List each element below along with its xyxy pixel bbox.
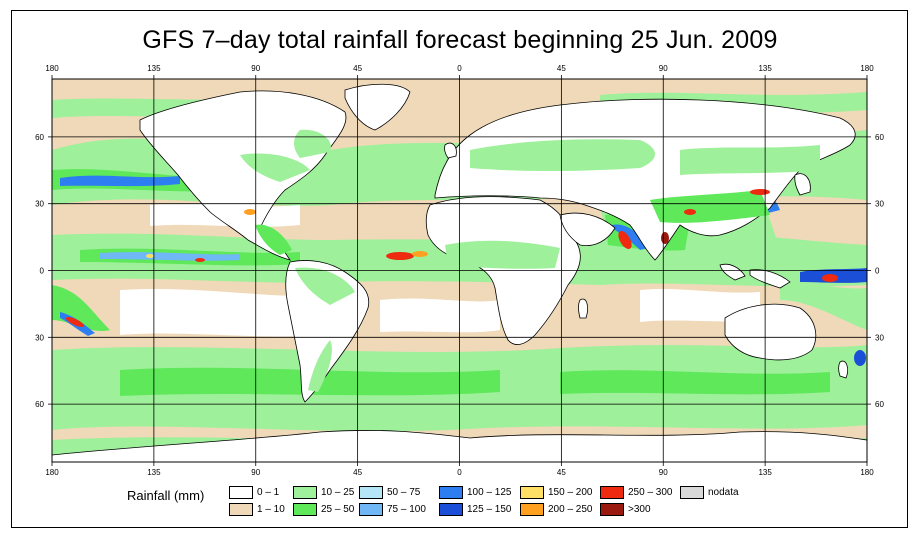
- legend-item: 25 – 50: [293, 502, 354, 516]
- legend-label: >300: [628, 503, 651, 515]
- legend-label: 0 – 1: [257, 486, 280, 498]
- legend-swatch: [520, 485, 544, 499]
- lat-label-right: 0: [875, 267, 880, 276]
- lon-label-top: 90: [659, 64, 668, 73]
- heavy-rain-cells: [65, 189, 866, 366]
- lon-label-bottom: 135: [758, 468, 772, 477]
- legend-label: 200 – 250: [548, 503, 593, 515]
- legend-label: 125 – 150: [467, 503, 512, 515]
- legend-label: 25 – 50: [321, 503, 355, 515]
- map-title: GFS 7–day total rainfall forecast beginn…: [142, 26, 778, 54]
- lon-label-top: 90: [251, 64, 260, 73]
- lon-label-top: 180: [45, 64, 59, 73]
- lon-label-bottom: 135: [147, 468, 161, 477]
- lat-label-right: 60: [875, 400, 884, 409]
- legend-swatch: [359, 502, 383, 516]
- lon-label-bottom: 90: [251, 468, 260, 477]
- legend: Rainfall (mm) 0 – 1 1 – 10 10 – 25 25 – 50 5…: [0, 480, 920, 520]
- legend-label: 50 – 75: [387, 486, 421, 498]
- lon-label-top: 0: [457, 64, 462, 73]
- legend-swatch: [229, 485, 253, 499]
- lon-label-bottom: 90: [659, 468, 668, 477]
- legend-swatch: [600, 485, 624, 499]
- lon-label-top: 135: [758, 64, 772, 73]
- lat-label-left: 30: [35, 333, 44, 342]
- axis-labels: 180 180 135 135 90 90 45 45 0 0 45 45 90 90 135 135 180 1…: [35, 64, 884, 477]
- legend-item: 50 – 75: [359, 485, 420, 499]
- graticule: [52, 79, 867, 462]
- legend-swatch: [439, 502, 463, 516]
- legend-label: 100 – 125: [467, 486, 512, 498]
- legend-item: 0 – 1: [229, 485, 279, 499]
- legend-item: 75 – 100: [359, 502, 426, 516]
- north-america: [139, 90, 347, 261]
- lon-label-bottom: 45: [557, 468, 566, 477]
- legend-label: nodata: [708, 486, 739, 498]
- legend-label: 75 – 100: [387, 503, 426, 515]
- lat-label-left: 30: [35, 200, 44, 209]
- legend-swatch: [520, 502, 544, 516]
- lon-label-bottom: 0: [457, 468, 462, 477]
- eurasia: [434, 98, 856, 261]
- legend-swatch: [293, 485, 317, 499]
- figure-frame: [11, 10, 908, 528]
- legend-swatch: [680, 485, 704, 499]
- lon-label-top: 45: [353, 64, 362, 73]
- legend-swatch: [359, 485, 383, 499]
- lat-label-left: 0: [40, 267, 45, 276]
- legend-label: 10 – 25: [321, 486, 355, 498]
- lon-label-bottom: 45: [353, 468, 362, 477]
- lon-label-bottom: 180: [860, 468, 874, 477]
- lat-label-left: 60: [35, 133, 44, 142]
- lat-label-right: 60: [875, 133, 884, 142]
- legend-item: 100 – 125: [439, 485, 512, 499]
- lon-label-top: 135: [147, 64, 161, 73]
- lon-label-top: 180: [860, 64, 874, 73]
- greenland: [344, 83, 411, 131]
- land-rain: [240, 129, 820, 392]
- legend-item: 10 – 25: [293, 485, 354, 499]
- legend-swatch: [439, 485, 463, 499]
- legend-item: 150 – 200: [520, 485, 593, 499]
- lat-label-right: 30: [875, 200, 884, 209]
- legend-label: 250 – 300: [628, 486, 673, 498]
- lat-label-left: 60: [35, 400, 44, 409]
- legend-item: 1 – 10: [229, 502, 285, 516]
- legend-item: >300: [600, 502, 651, 516]
- lat-label-right: 30: [875, 333, 884, 342]
- legend-title: Rainfall (mm): [127, 488, 205, 503]
- legend-item: 250 – 300: [600, 485, 673, 499]
- lon-label-bottom: 180: [45, 468, 59, 477]
- lon-label-top: 45: [557, 64, 566, 73]
- legend-label: 1 – 10: [257, 503, 285, 515]
- legend-swatch: [600, 502, 624, 516]
- legend-item: 125 – 150: [439, 502, 512, 516]
- legend-swatch: [229, 502, 253, 516]
- legend-label: 150 – 200: [548, 486, 593, 498]
- legend-item: 200 – 250: [520, 502, 593, 516]
- axis-ticks: [48, 75, 871, 466]
- legend-swatch: [293, 502, 317, 516]
- legend-item: nodata: [680, 485, 739, 499]
- australia: [724, 303, 817, 361]
